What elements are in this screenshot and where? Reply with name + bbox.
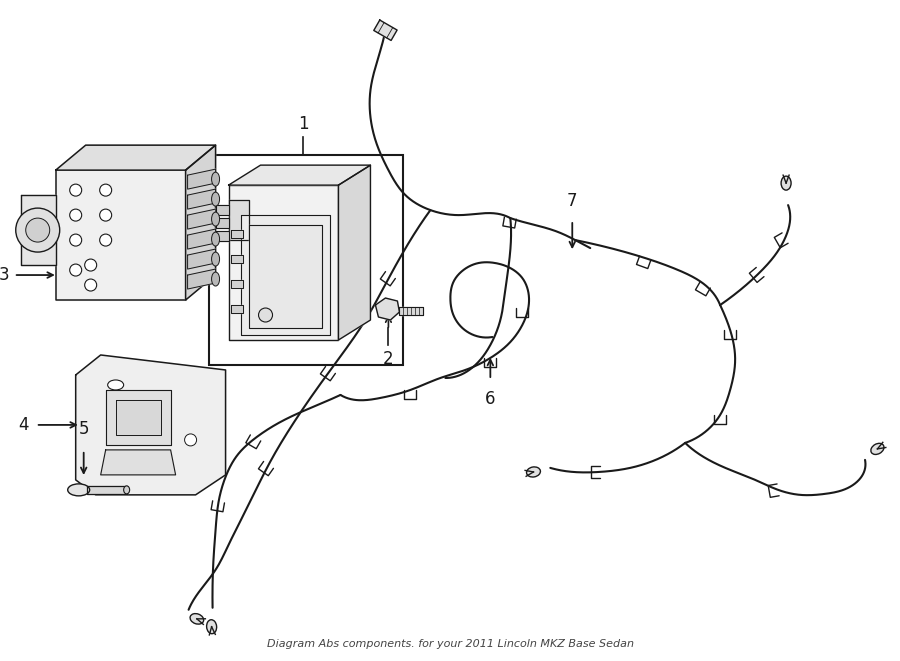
Polygon shape — [105, 390, 171, 445]
Circle shape — [85, 259, 96, 271]
Ellipse shape — [212, 252, 220, 266]
Polygon shape — [101, 450, 176, 475]
Polygon shape — [76, 355, 226, 495]
Ellipse shape — [207, 620, 217, 634]
Ellipse shape — [68, 484, 90, 496]
Circle shape — [26, 218, 50, 242]
Polygon shape — [56, 170, 185, 300]
Ellipse shape — [212, 212, 220, 226]
Text: 6: 6 — [485, 390, 496, 408]
Ellipse shape — [123, 486, 130, 494]
Polygon shape — [116, 400, 160, 435]
Polygon shape — [230, 305, 243, 313]
Polygon shape — [240, 215, 330, 335]
Ellipse shape — [190, 613, 203, 624]
Circle shape — [100, 234, 112, 246]
Polygon shape — [216, 231, 229, 241]
Polygon shape — [229, 200, 248, 240]
Text: 1: 1 — [298, 115, 309, 133]
Ellipse shape — [871, 444, 884, 455]
Text: 2: 2 — [383, 350, 393, 368]
Polygon shape — [216, 218, 229, 228]
Circle shape — [85, 279, 96, 291]
Polygon shape — [338, 165, 371, 340]
Polygon shape — [229, 185, 338, 340]
Circle shape — [69, 184, 82, 196]
Polygon shape — [374, 20, 397, 40]
Polygon shape — [185, 145, 216, 300]
Circle shape — [258, 308, 273, 322]
Polygon shape — [248, 225, 322, 328]
Ellipse shape — [212, 172, 220, 186]
Polygon shape — [56, 145, 216, 170]
Polygon shape — [230, 230, 243, 238]
Text: Diagram Abs components. for your 2011 Lincoln MKZ Base Sedan: Diagram Abs components. for your 2011 Li… — [267, 639, 634, 648]
Polygon shape — [230, 280, 243, 288]
Ellipse shape — [212, 272, 220, 286]
Polygon shape — [216, 205, 229, 215]
Circle shape — [15, 208, 59, 252]
Polygon shape — [187, 249, 216, 269]
Ellipse shape — [212, 232, 220, 246]
Polygon shape — [187, 189, 216, 209]
Text: 3: 3 — [0, 266, 9, 284]
Circle shape — [69, 264, 82, 276]
Text: 5: 5 — [78, 420, 89, 438]
Polygon shape — [187, 229, 216, 249]
Ellipse shape — [781, 176, 791, 190]
Polygon shape — [21, 195, 56, 265]
Polygon shape — [187, 209, 216, 229]
Ellipse shape — [526, 467, 540, 477]
Circle shape — [184, 434, 196, 446]
Circle shape — [69, 234, 82, 246]
Circle shape — [100, 184, 112, 196]
Polygon shape — [400, 307, 423, 315]
Text: 4: 4 — [19, 416, 29, 434]
Polygon shape — [230, 255, 243, 263]
Ellipse shape — [212, 192, 220, 206]
Polygon shape — [375, 298, 400, 320]
Ellipse shape — [108, 380, 123, 390]
Bar — [209, 155, 403, 365]
Polygon shape — [187, 169, 216, 189]
Text: 7: 7 — [567, 192, 578, 210]
Polygon shape — [86, 486, 127, 494]
Circle shape — [100, 209, 112, 221]
Circle shape — [69, 209, 82, 221]
Polygon shape — [229, 165, 371, 185]
Polygon shape — [187, 269, 216, 289]
